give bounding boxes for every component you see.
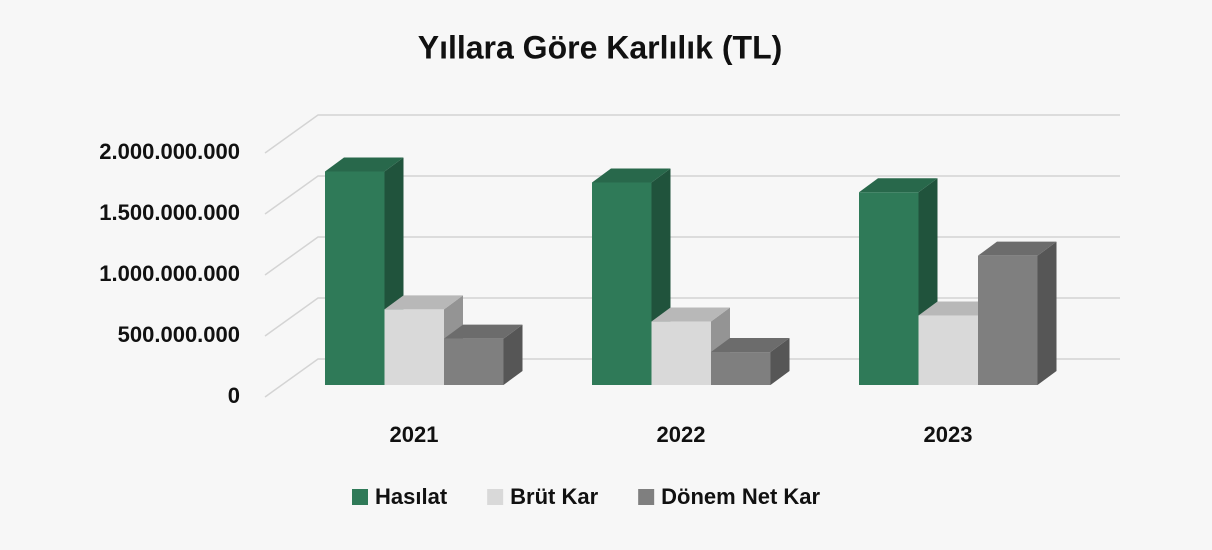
bar-top [918, 301, 997, 316]
legend-swatch [352, 489, 368, 505]
bar-side [503, 324, 523, 385]
grid-line [264, 175, 1120, 215]
bar-top [444, 324, 523, 339]
bar-top [592, 168, 671, 183]
grid-line [264, 358, 1120, 398]
bar [592, 182, 652, 385]
bar-top [711, 338, 790, 353]
grid-line [264, 236, 1120, 276]
grid-line [264, 297, 1120, 337]
bar-side [1037, 241, 1057, 385]
bar-top [978, 241, 1057, 256]
legend-swatch [487, 489, 504, 505]
bar-top [384, 295, 463, 310]
y-tick-label: 2.000.000.000 [99, 139, 240, 164]
bar [651, 321, 711, 385]
bar [859, 192, 919, 385]
y-tick-label: 1.000.000.000 [99, 261, 240, 286]
y-tick-label: 1.500.000.000 [99, 200, 240, 225]
grid-line [264, 114, 1120, 154]
bar-side [770, 338, 790, 385]
x-tick-label: 2023 [924, 422, 973, 447]
bar-top [325, 157, 404, 172]
bar [384, 309, 444, 385]
y-tick-label: 0 [228, 383, 240, 408]
legend-swatch [638, 489, 655, 505]
bar-top [859, 178, 938, 193]
legend-label: Dönem Net Kar [661, 484, 820, 509]
bar-top [651, 307, 730, 322]
bar [978, 255, 1038, 385]
bar [325, 171, 385, 385]
bar [918, 315, 978, 385]
legend-label: Hasılat [375, 484, 448, 509]
x-tick-label: 2022 [657, 422, 706, 447]
x-tick-label: 2021 [390, 422, 439, 447]
y-tick-label: 500.000.000 [118, 322, 240, 347]
bar [711, 352, 771, 385]
chart-title: Yıllara Göre Karlılık (TL) [418, 29, 783, 65]
bar [444, 338, 504, 385]
legend-label: Brüt Kar [510, 484, 598, 509]
